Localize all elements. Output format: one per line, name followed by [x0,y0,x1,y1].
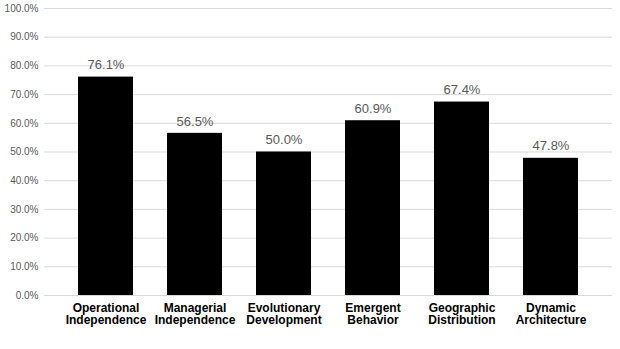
svg-text:20.0%: 20.0% [10,232,38,243]
svg-text:ManagerialIndependence: ManagerialIndependence [155,301,236,327]
svg-text:70.0%: 70.0% [10,89,38,100]
svg-text:50.0%: 50.0% [266,132,303,147]
svg-text:76.1%: 76.1% [88,57,125,72]
svg-text:67.4%: 67.4% [444,82,481,97]
svg-text:GeographicDistribution: GeographicDistribution [428,301,495,327]
svg-text:DynamicArchitecture: DynamicArchitecture [516,301,587,327]
svg-text:10.0%: 10.0% [10,261,38,272]
svg-text:OperationalIndependence: OperationalIndependence [66,301,147,327]
svg-text:100.0%: 100.0% [5,3,39,14]
svg-text:60.0%: 60.0% [10,118,38,129]
svg-text:30.0%: 30.0% [10,204,38,215]
svg-text:0.0%: 0.0% [16,290,39,301]
svg-text:90.0%: 90.0% [10,31,38,42]
svg-text:80.0%: 80.0% [10,60,38,71]
svg-text:60.9%: 60.9% [355,101,392,116]
svg-text:56.5%: 56.5% [177,114,214,129]
svg-text:50.0%: 50.0% [10,146,38,157]
svg-text:40.0%: 40.0% [10,175,38,186]
svg-text:47.8%: 47.8% [533,138,570,153]
svg-text:EmergentBehavior: EmergentBehavior [345,301,400,327]
svg-text:EvolutionaryDevelopment: EvolutionaryDevelopment [246,301,321,327]
